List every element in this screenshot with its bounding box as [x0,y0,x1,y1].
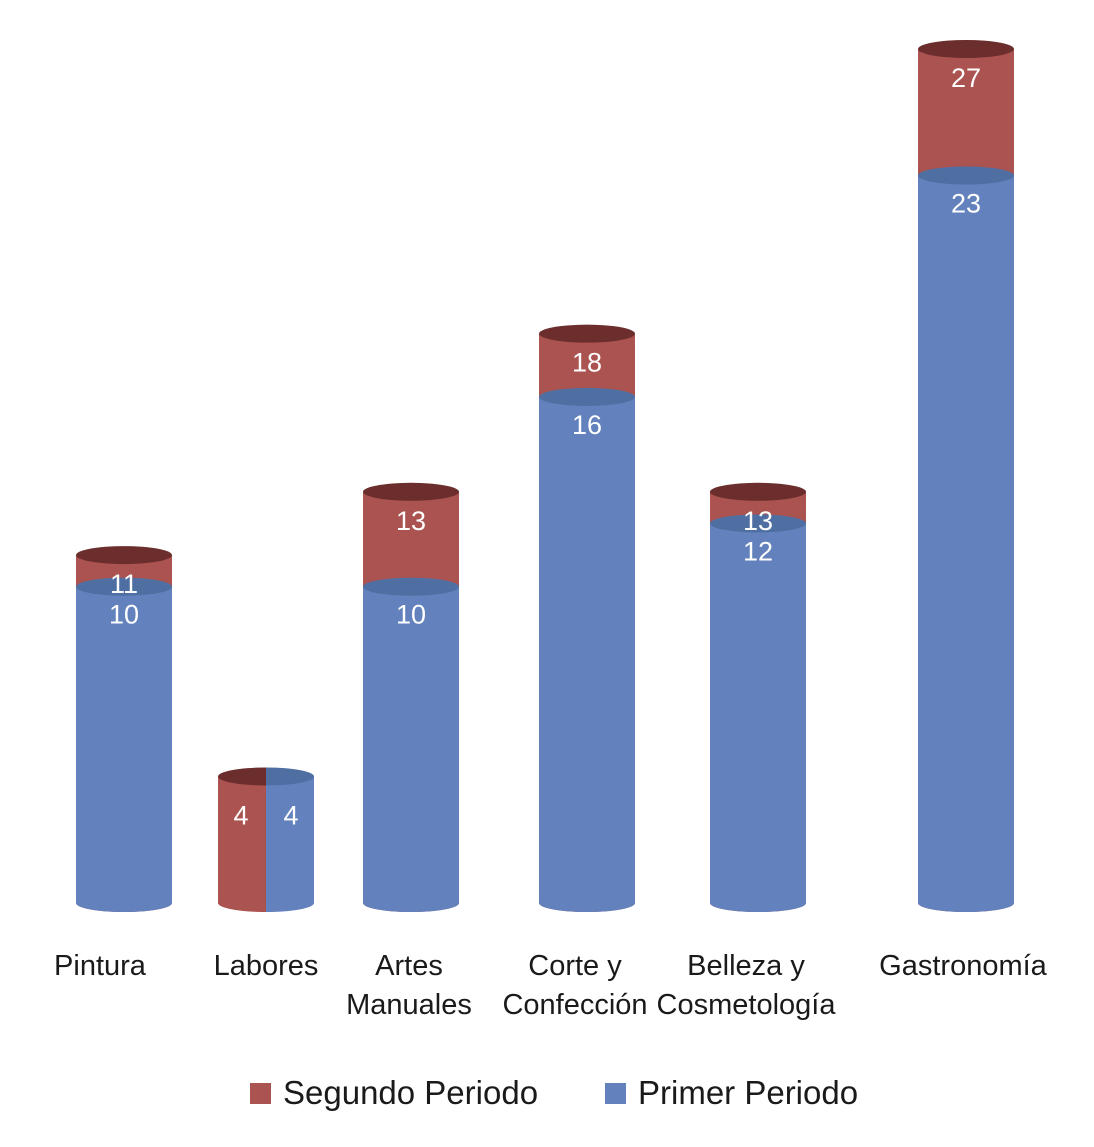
category-label-2-line-1: Manuales [346,989,472,1021]
bar-0-primer-top [76,577,172,596]
bar-1-segundo-value: 4 [233,800,248,830]
legend-item-primer-periodo: Primer Periodo [605,1068,858,1118]
bar-0-primer-value: 10 [109,600,139,630]
bar-4-primer-base [710,894,806,912]
bar-5-primer-value: 23 [951,189,981,219]
bar-3-segundo-top [539,324,635,343]
bar-2-primer-body [363,586,459,903]
bar-5-segundo-top [918,39,1014,58]
bar-4-segundo-top [710,482,806,501]
bar-1-segundo-top [218,767,266,786]
bar-3-segundo-value: 18 [572,348,602,378]
bar-3-primer-value: 16 [572,410,602,440]
bar-0-primer-base [76,894,172,912]
bar-1-primer-body [266,776,314,903]
bar-5-primer-body [918,175,1014,903]
bar-2-segundo-top [363,482,459,501]
bar-3-primer-top [539,387,635,406]
bar-1-segundo-body [218,776,266,903]
legend-label-segundo-periodo: Segundo Periodo [283,1074,539,1111]
category-label-5-line-0: Gastronomía [879,950,1047,982]
bar-2-primer-top [363,577,459,596]
bar-4-primer-body [710,523,806,903]
bar-0-segundo-value: 11 [110,569,138,599]
bar-4-primer-top [710,514,806,533]
bar-1-primer-top [266,767,314,786]
bar-1-segundo-base [218,894,266,912]
bar-2-segundo-value: 13 [396,506,426,536]
bar-5-segundo-value: 27 [951,63,981,93]
bar-0-segundo-top [76,546,172,565]
legend-swatch-primer-periodo [605,1082,626,1104]
legend: Segundo Periodo Primer Periodo [0,1068,1094,1118]
bar-4-primer-value: 12 [743,536,773,566]
bar-0-primer-body [76,586,172,903]
category-label-2-line-0: Artes [375,950,443,982]
bar-1-primer-value: 4 [283,800,298,830]
bar-1-primer-base [266,894,314,912]
legend-item-segundo-periodo: Segundo Periodo [250,1068,538,1118]
category-label-1-line-0: Labores [214,950,319,982]
bar-3-primer-body [539,396,635,903]
category-label-4-line-0: Belleza y [687,950,805,982]
category-label-4-line-1: Cosmetología [657,989,837,1021]
category-label-0-line-0: Pintura [54,950,147,982]
bar-2-primer-value: 10 [396,600,426,630]
bar-5-primer-top [918,166,1014,185]
bar-4-segundo-value: 13 [743,506,773,536]
legend-label-primer-periodo: Primer Periodo [638,1074,859,1111]
category-label-3-line-0: Corte y [528,950,622,982]
bar-3-primer-base [539,894,635,912]
bar-2-primer-base [363,894,459,912]
category-label-3-line-1: Confección [502,989,647,1021]
bar-5-primer-base [918,894,1014,912]
legend-swatch-segundo-periodo [250,1082,271,1104]
